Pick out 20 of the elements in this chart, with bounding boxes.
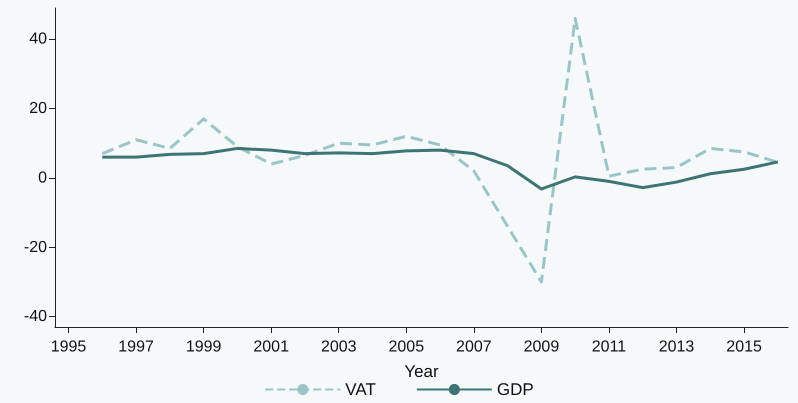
- x-tick-label: 2009: [524, 338, 560, 356]
- y-tick-label: 20: [29, 100, 48, 118]
- y-tick-label: 40: [29, 30, 48, 48]
- legend-label: VAT: [345, 380, 376, 399]
- y-tick-label: -20: [24, 238, 48, 256]
- x-tick-label: 1995: [50, 338, 86, 356]
- x-tick-label: 2015: [726, 338, 762, 356]
- line-series: [100, 146, 780, 190]
- x-tick-label: 2001: [253, 338, 290, 356]
- x-tick-label: 2007: [456, 338, 492, 356]
- legend-label: GDP: [496, 380, 534, 399]
- x-tick-label: 2011: [592, 338, 626, 356]
- x-axis-title: Year: [404, 362, 440, 381]
- x-tick-label: 2003: [320, 338, 357, 356]
- x-tick-label: 1999: [186, 338, 222, 356]
- x-tick-label: 1997: [118, 338, 154, 356]
- x-tick-label: 2013: [658, 338, 694, 356]
- y-tick-label: -40: [24, 308, 48, 326]
- x-tick-label: 2005: [388, 338, 424, 356]
- y-tick-label: 0: [38, 169, 48, 186]
